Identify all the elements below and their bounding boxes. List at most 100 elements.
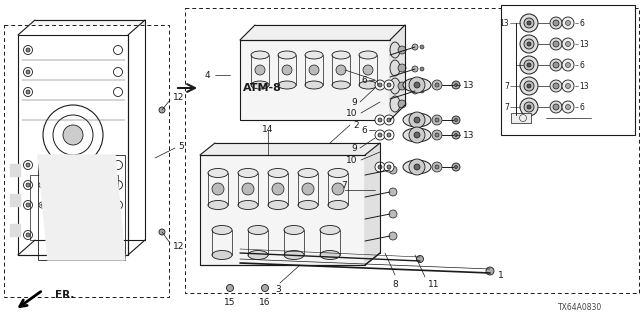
Circle shape [435, 133, 439, 137]
Circle shape [566, 42, 570, 46]
Bar [18, 35, 128, 255]
Bar [240, 40, 390, 120]
Polygon shape [18, 20, 145, 35]
Circle shape [527, 63, 531, 67]
Circle shape [282, 65, 292, 75]
Circle shape [432, 115, 442, 125]
Bar [10, 224, 20, 236]
Circle shape [41, 204, 44, 206]
Circle shape [486, 267, 494, 275]
Ellipse shape [208, 169, 228, 178]
Circle shape [520, 98, 538, 116]
Circle shape [412, 66, 418, 72]
Circle shape [26, 203, 30, 207]
Ellipse shape [212, 251, 232, 260]
Ellipse shape [390, 42, 400, 58]
Circle shape [398, 46, 406, 54]
Polygon shape [10, 164, 20, 176]
Circle shape [26, 233, 30, 237]
Ellipse shape [403, 128, 431, 142]
Circle shape [85, 184, 87, 186]
Circle shape [212, 183, 224, 195]
Circle shape [398, 100, 406, 108]
Ellipse shape [359, 51, 377, 59]
Text: 13: 13 [463, 131, 474, 140]
Ellipse shape [359, 81, 377, 89]
Circle shape [435, 83, 439, 87]
Text: 6: 6 [579, 102, 584, 111]
Circle shape [409, 127, 425, 143]
Text: 13: 13 [579, 82, 589, 91]
Circle shape [409, 77, 425, 93]
Ellipse shape [208, 201, 228, 210]
Ellipse shape [251, 81, 269, 89]
Circle shape [63, 125, 83, 145]
Circle shape [41, 184, 44, 186]
Ellipse shape [284, 251, 304, 260]
Ellipse shape [278, 51, 296, 59]
Ellipse shape [268, 201, 288, 210]
Circle shape [159, 107, 165, 113]
Bar [38, 155, 125, 260]
Bar [501, 5, 635, 135]
Circle shape [435, 118, 439, 122]
Bar [10, 194, 20, 206]
Circle shape [566, 62, 570, 68]
Circle shape [417, 255, 424, 262]
Circle shape [435, 165, 439, 169]
Circle shape [26, 48, 30, 52]
Circle shape [562, 101, 574, 113]
Circle shape [302, 183, 314, 195]
Circle shape [387, 83, 391, 87]
Circle shape [26, 90, 30, 94]
Circle shape [550, 38, 562, 50]
Circle shape [553, 41, 559, 47]
Circle shape [562, 17, 574, 29]
Circle shape [384, 130, 394, 140]
Bar [10, 164, 20, 176]
Ellipse shape [305, 51, 323, 59]
Ellipse shape [212, 226, 232, 235]
Circle shape [524, 18, 534, 28]
Text: 10: 10 [346, 156, 357, 164]
Ellipse shape [320, 251, 340, 260]
Circle shape [454, 165, 458, 169]
Circle shape [412, 44, 418, 50]
Circle shape [85, 204, 87, 206]
Text: 11: 11 [428, 280, 440, 289]
Circle shape [409, 159, 425, 175]
Ellipse shape [248, 226, 268, 235]
Ellipse shape [332, 81, 350, 89]
Circle shape [452, 116, 460, 124]
Circle shape [389, 188, 397, 196]
Ellipse shape [268, 169, 288, 178]
Circle shape [398, 64, 406, 72]
Bar [200, 155, 365, 265]
Circle shape [524, 39, 534, 49]
Ellipse shape [332, 51, 350, 59]
Text: 13: 13 [579, 39, 589, 49]
Polygon shape [128, 20, 145, 255]
Text: TX64A0830: TX64A0830 [558, 303, 602, 313]
Circle shape [414, 164, 420, 170]
Bar [511, 113, 531, 123]
Circle shape [420, 45, 424, 49]
Circle shape [375, 115, 385, 125]
Circle shape [562, 38, 574, 50]
Text: 14: 14 [262, 125, 274, 134]
Circle shape [524, 102, 534, 112]
Circle shape [452, 131, 460, 139]
Circle shape [384, 115, 394, 125]
Polygon shape [38, 155, 125, 260]
Circle shape [527, 105, 531, 109]
Circle shape [255, 65, 265, 75]
Polygon shape [10, 194, 20, 206]
Circle shape [375, 80, 385, 90]
Circle shape [375, 162, 385, 172]
Circle shape [432, 162, 442, 172]
Circle shape [520, 77, 538, 95]
Text: 6: 6 [361, 76, 367, 84]
Text: 3: 3 [275, 285, 281, 294]
Polygon shape [200, 143, 380, 155]
Circle shape [550, 80, 562, 92]
